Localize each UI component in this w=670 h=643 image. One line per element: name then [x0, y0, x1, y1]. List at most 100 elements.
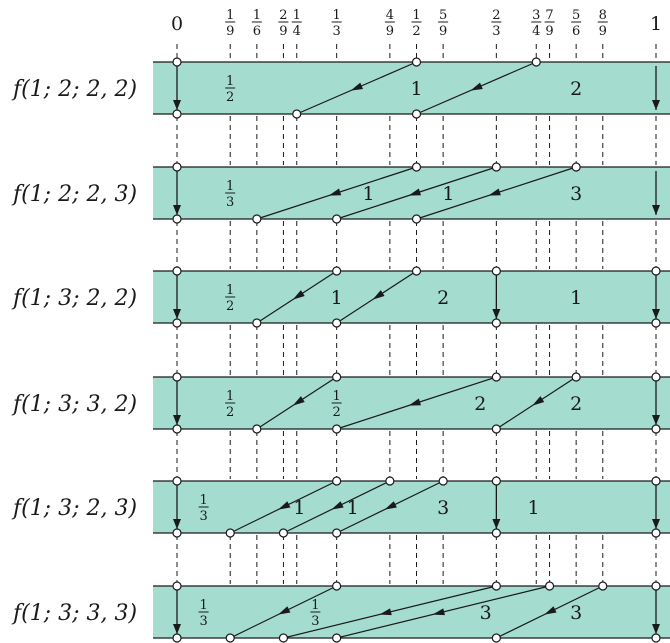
bottom-node — [172, 214, 182, 224]
band-value-denominator: 2 — [333, 405, 341, 420]
band-value-value: 3 — [570, 183, 582, 205]
band-value-value: 1 — [570, 287, 582, 309]
band-value: 13 — [310, 598, 321, 629]
bottom-node — [651, 528, 661, 538]
top-node — [172, 372, 182, 382]
map-arrowhead — [372, 290, 385, 300]
top-node — [172, 581, 182, 591]
bottom-node — [332, 633, 342, 643]
bottom-node — [278, 633, 289, 643]
band-value: 13 — [198, 493, 209, 524]
tick-label-numerator: 8 — [599, 8, 607, 23]
tick-label-numerator: 1 — [333, 8, 341, 23]
band-value: 3 — [570, 602, 582, 624]
row-band — [153, 62, 670, 114]
top-node — [651, 372, 661, 382]
tick-label: 79 — [544, 8, 555, 39]
map-arrowhead — [408, 188, 422, 196]
band-value-value: 2 — [474, 393, 486, 415]
map-arrowhead — [350, 82, 364, 91]
band-value: 2 — [474, 393, 486, 415]
band-value-value: 2 — [570, 393, 582, 415]
tick-label-numerator: 2 — [492, 8, 500, 23]
tick-label: 56 — [571, 8, 582, 39]
tick-label-denominator: 6 — [572, 24, 580, 39]
band-value: 12 — [331, 389, 342, 420]
band-value-value: 3 — [570, 602, 582, 624]
band-value-denominator: 3 — [199, 614, 207, 629]
tick-label: 16 — [251, 8, 262, 39]
tick-label-denominator: 4 — [532, 24, 540, 39]
top-node — [651, 581, 661, 591]
band-value: 13 — [225, 179, 236, 210]
top-node — [411, 57, 422, 67]
band-value: 12 — [225, 389, 236, 420]
top-node — [172, 162, 182, 172]
band-value: 2 — [570, 393, 582, 415]
bottom-node — [292, 109, 302, 119]
map-arrowhead — [488, 188, 501, 196]
tick-label: 59 — [438, 8, 449, 39]
map-arrowhead — [384, 501, 397, 510]
band-value-numerator: 1 — [311, 598, 319, 613]
bottom-node — [491, 424, 501, 434]
tick-label-denominator: 9 — [226, 24, 234, 39]
top-node — [332, 372, 342, 382]
band-value: 3 — [570, 183, 582, 205]
band-value: 1 — [293, 497, 305, 519]
band-value-denominator: 2 — [226, 405, 234, 420]
tick-label-denominator: 3 — [333, 24, 341, 39]
top-node — [172, 57, 182, 67]
bottom-node — [651, 424, 661, 434]
bottom-node — [172, 424, 182, 434]
map-arrowhead — [331, 501, 344, 510]
row-label: f(1; 3; 3, 2) — [11, 392, 137, 417]
tick-label-numerator: 5 — [439, 8, 447, 23]
band-value-numerator: 1 — [226, 74, 234, 89]
top-node — [544, 581, 555, 591]
map-arrowhead — [544, 606, 557, 615]
band-value: 1 — [363, 183, 375, 205]
top-node — [411, 266, 422, 276]
tick-label-numerator: 1 — [293, 8, 301, 23]
bottom-node — [491, 528, 501, 538]
map-row: f(1; 3; 2, 2) 12 1 2 1 — [11, 266, 670, 328]
band-value: 2 — [437, 287, 449, 309]
bottom-node — [252, 318, 262, 328]
tick-label-numerator: 1 — [253, 8, 261, 23]
band-value: 3 — [437, 497, 449, 519]
map-row: f(1; 2; 2, 3) 13 1 1 3 — [11, 162, 670, 224]
top-node — [332, 581, 342, 591]
tick-label-denominator: 9 — [599, 24, 607, 39]
band-value-value: 1 — [363, 183, 375, 205]
band-value-value: 1 — [347, 497, 359, 519]
map-arrowhead — [278, 606, 291, 615]
band-value-value: 1 — [293, 497, 305, 519]
top-node — [491, 266, 501, 276]
tick-label-denominator: 3 — [492, 24, 500, 39]
top-node — [491, 162, 501, 172]
band-value: 13 — [198, 598, 209, 629]
band-value-value: 2 — [570, 78, 582, 100]
tick-label-denominator: 9 — [386, 24, 394, 39]
band-value: 2 — [570, 78, 582, 100]
top-node — [651, 476, 661, 486]
bottom-node — [491, 633, 501, 643]
band-value: 12 — [225, 74, 236, 105]
map-row: f(1; 2; 2, 2) 12 1 2 — [11, 57, 670, 119]
bottom-node — [278, 528, 289, 538]
tick-label-denominator: 9 — [439, 24, 447, 39]
tick-label: 19 — [225, 8, 236, 39]
band-value: 1 — [410, 78, 422, 100]
band-value-numerator: 1 — [199, 598, 207, 613]
tick-label: 12 — [411, 8, 422, 39]
map-arrowhead — [470, 82, 483, 91]
bottom-node — [332, 214, 342, 224]
top-node — [172, 266, 182, 276]
top-node — [385, 476, 395, 486]
band-value: 1 — [347, 497, 359, 519]
top-node — [332, 476, 342, 486]
